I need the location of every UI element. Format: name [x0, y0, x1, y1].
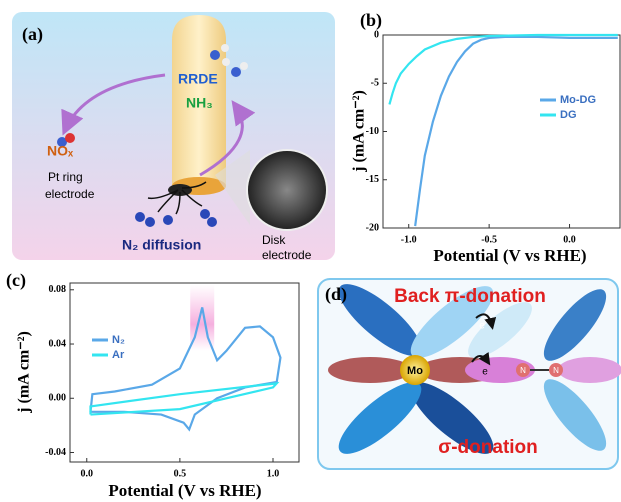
label: NOₓ — [47, 143, 74, 159]
atom-label: N — [520, 366, 526, 375]
label: RRDE — [178, 71, 218, 87]
y-tick-label: -15 — [366, 174, 379, 185]
label: σ-donation — [438, 437, 538, 458]
label: electrode — [262, 248, 312, 262]
y-tick-label: 0.00 — [49, 393, 67, 404]
label: electrode — [45, 187, 95, 201]
panel-d: (d) Back π-donation σ-donation Mo e e N … — [318, 274, 621, 469]
y-tick-label: -20 — [366, 222, 379, 233]
atom-label: Mo — [407, 365, 423, 377]
y-tick-label: 0 — [374, 29, 379, 40]
panel-a: (a) RRDE NH₃ NOₓ Pt ring electrode Disk … — [12, 12, 335, 262]
line — [90, 383, 276, 414]
x-tick-label: 0.0 — [563, 234, 576, 245]
chart: 0.08 0.04 0.00 -0.04 0.0 0.5 1.0 (c) Potential (… — [6, 270, 299, 500]
y-tick-label: 0.04 — [49, 338, 67, 349]
y-axis-label: j (mA cm⁻²) — [351, 90, 368, 173]
legend-label: DG — [560, 109, 577, 121]
x-tick-label: 0.5 — [174, 468, 187, 479]
plot-frame — [70, 283, 299, 462]
x-tick-label: -1.0 — [401, 234, 417, 245]
x-tick-label: -0.5 — [481, 234, 497, 245]
label: N₂ diffusion — [122, 237, 201, 253]
chart-title: (c) — [6, 270, 26, 291]
chart-title: (b) — [360, 10, 382, 31]
line — [415, 37, 618, 226]
disk-zoom — [247, 150, 327, 230]
y-axis-label: j (mA cm⁻²) — [16, 331, 33, 414]
x-tick-label: 1.0 — [267, 468, 280, 479]
legend-label: Mo-DG — [560, 94, 596, 106]
legend-label: Ar — [112, 349, 125, 361]
label: Disk — [262, 233, 286, 247]
electron-label: e — [479, 321, 485, 332]
label: Pt ring — [48, 170, 83, 184]
panel-label: (d) — [325, 284, 347, 305]
panel-label: (a) — [22, 24, 43, 45]
label: Back π-donation — [394, 286, 546, 307]
figure: (a) RRDE NH₃ NOₓ Pt ring electrode Disk … — [0, 0, 621, 502]
electron-label: e — [482, 367, 488, 378]
x-tick-label: 0.0 — [81, 468, 94, 479]
legend-label: N₂ — [112, 334, 125, 346]
label: NH₃ — [186, 95, 213, 111]
line — [90, 307, 280, 429]
y-tick-label: 0.08 — [49, 284, 67, 295]
x-axis-label: Potential (V vs RHE) — [433, 246, 586, 265]
x-axis-label: Potential (V vs RHE) — [108, 481, 261, 500]
y-tick-label: -5 — [371, 78, 379, 89]
atom-label: N — [553, 366, 559, 375]
y-tick-label: -0.04 — [45, 447, 66, 458]
